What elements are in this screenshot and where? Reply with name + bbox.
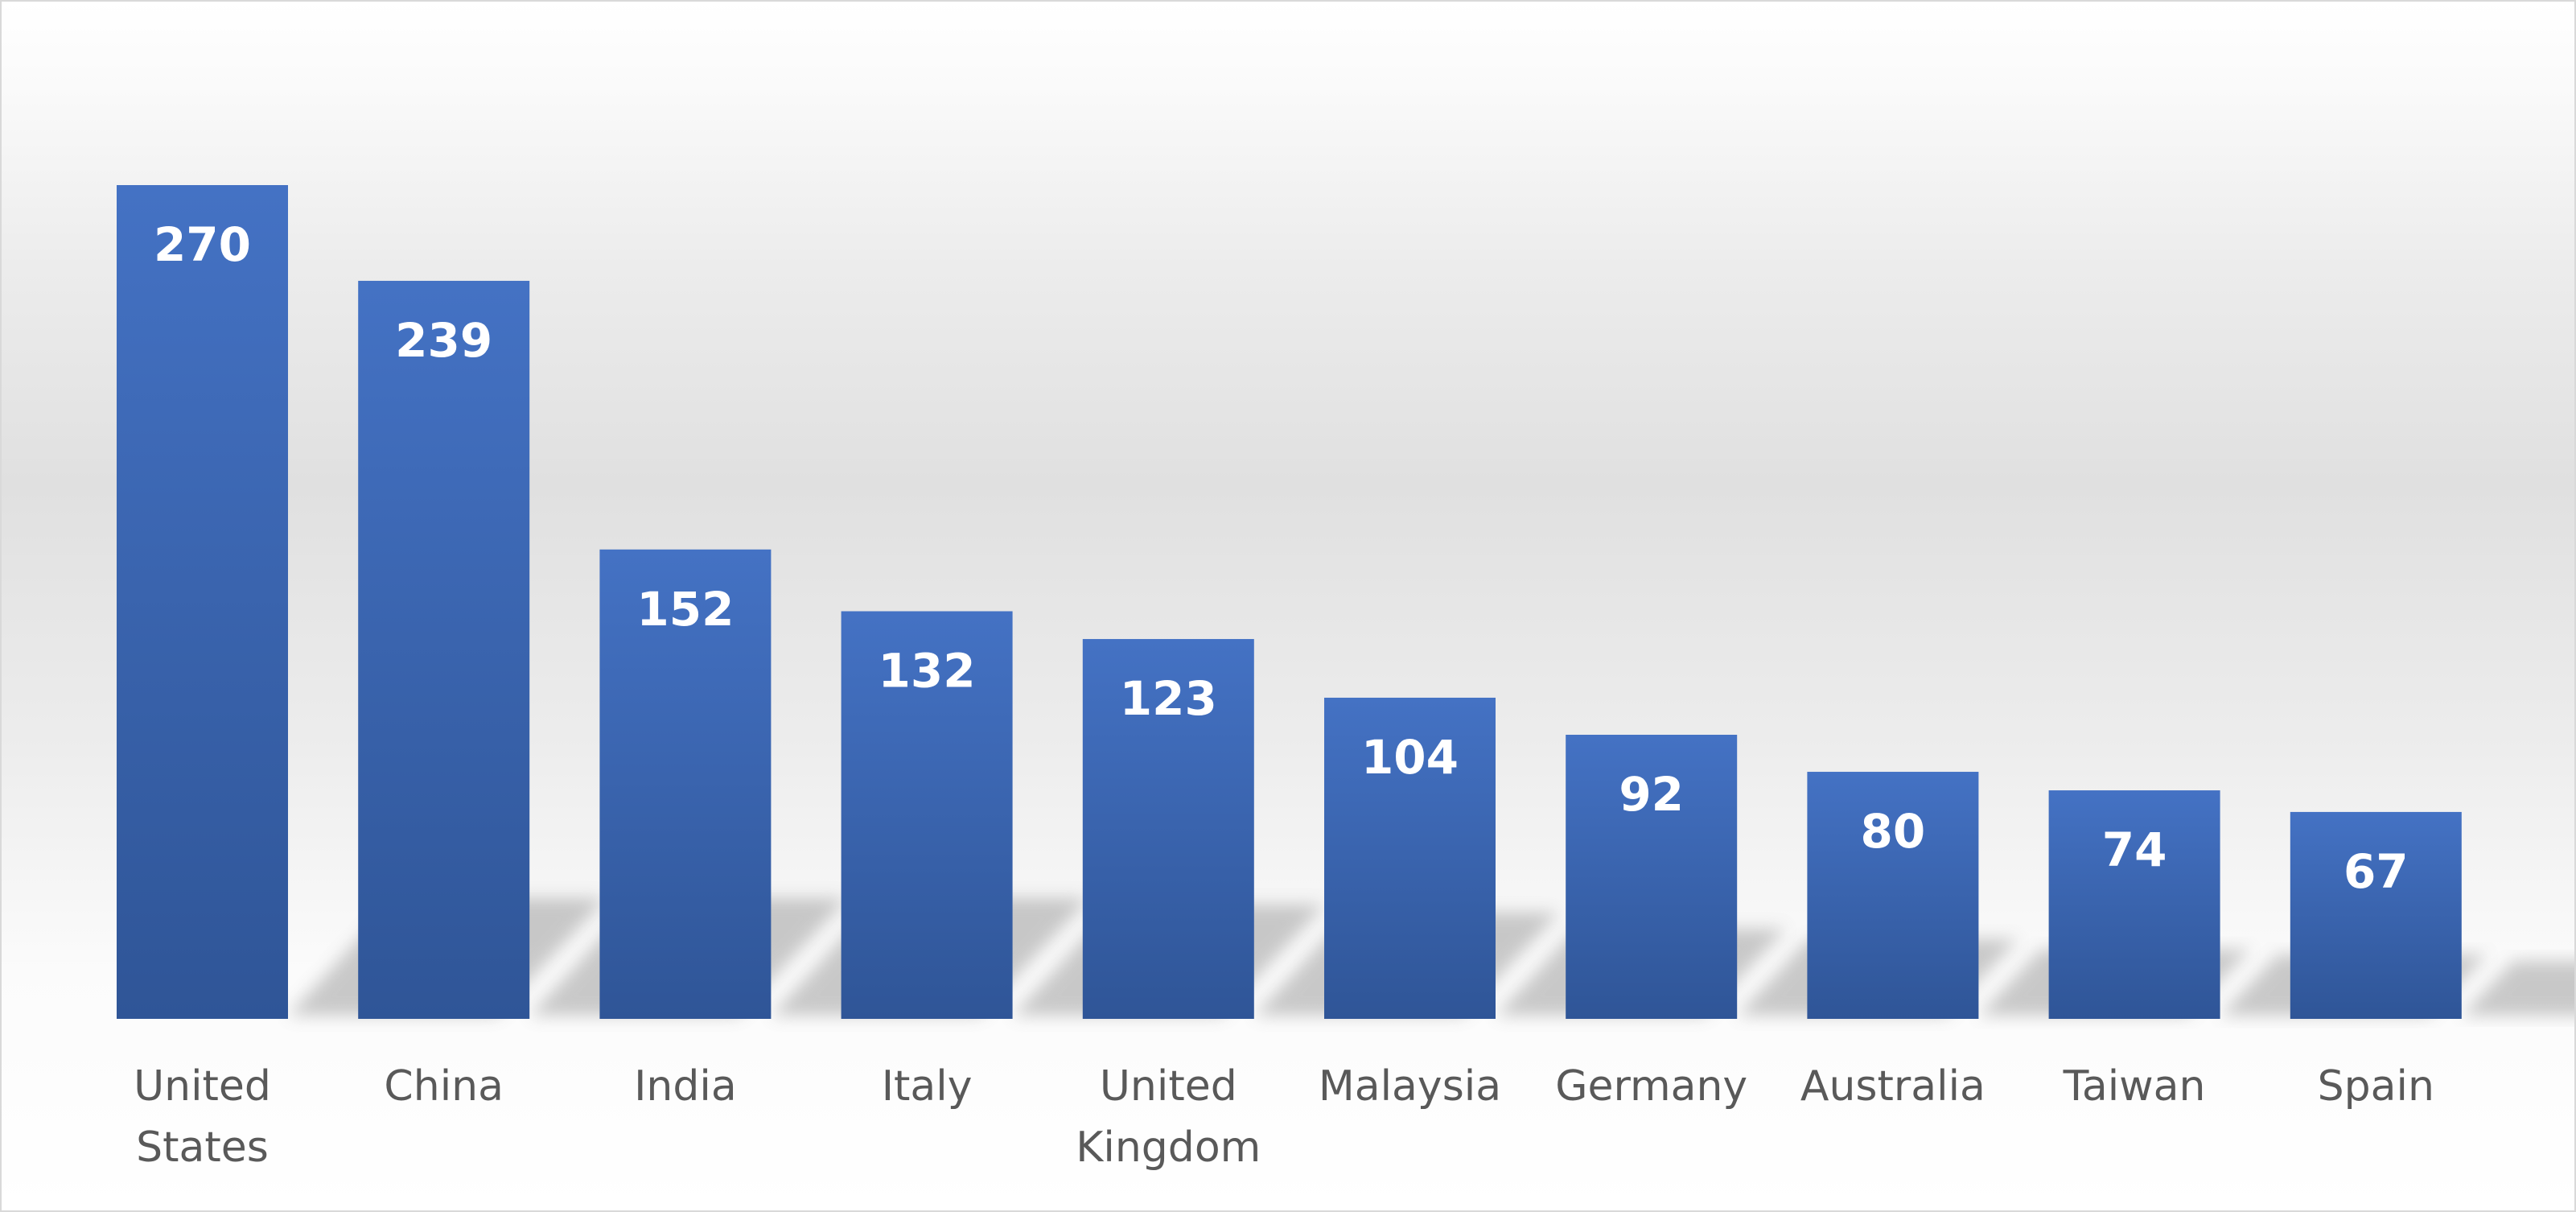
bar-australia [1807,772,1979,1019]
bar-united-kingdom [1082,639,1254,1019]
value-label-malaysia: 104 [1361,730,1459,785]
category-label-united-states: United States [134,1062,271,1172]
category-label-taiwan: Taiwan [2063,1062,2206,1111]
bar-italy [841,611,1013,1019]
bar-malaysia [1324,697,1496,1019]
bar-taiwan [2048,790,2220,1019]
category-label-germany: Germany [1555,1062,1747,1111]
category-label-china: China [384,1062,504,1111]
category-label-india: India [634,1062,737,1111]
bar-china [358,280,530,1020]
value-label-germany: 92 [1619,767,1684,822]
category-label-line: India [634,1062,737,1111]
bars [117,185,2462,1020]
category-label-line: United [134,1062,271,1111]
bar-shadow-spain [2461,961,2574,1016]
value-label-united-states: 270 [154,217,251,272]
category-label-line: Kingdom [1076,1123,1261,1172]
bar-germany [1566,734,1738,1019]
category-label-italy: Italy [882,1062,973,1111]
value-labels: 270 239 152 132 123 104 92 80 74 67 [154,217,2409,899]
category-label-spain: Spain [2318,1062,2434,1111]
category-label-line: Italy [882,1062,973,1111]
category-label-line: Australia [1800,1062,1985,1111]
category-label-malaysia: Malaysia [1319,1062,1501,1111]
category-label-line: United [1100,1062,1237,1111]
bar-india [599,549,772,1019]
value-label-united-kingdom: 123 [1120,671,1217,726]
category-label-line: Spain [2318,1062,2434,1111]
category-label-line: States [136,1123,269,1172]
value-label-india: 152 [636,582,734,637]
category-label-united-kingdom: United Kingdom [1076,1062,1261,1172]
category-label-line: China [384,1062,504,1111]
category-label-australia: Australia [1800,1062,1985,1111]
value-label-australia: 80 [1861,804,1926,859]
category-axis: United States China India Italy United Kingdom… [134,1062,2434,1172]
category-label-line: Malaysia [1319,1062,1501,1111]
category-label-line: Germany [1555,1062,1747,1111]
value-label-spain: 67 [2344,844,2409,899]
bar-spain [2290,811,2462,1019]
value-label-taiwan: 74 [2102,822,2167,877]
category-label-line: Taiwan [2063,1062,2206,1111]
value-label-china: 239 [395,313,492,368]
bar-united-states [117,185,288,1019]
value-label-italy: 132 [879,644,976,699]
